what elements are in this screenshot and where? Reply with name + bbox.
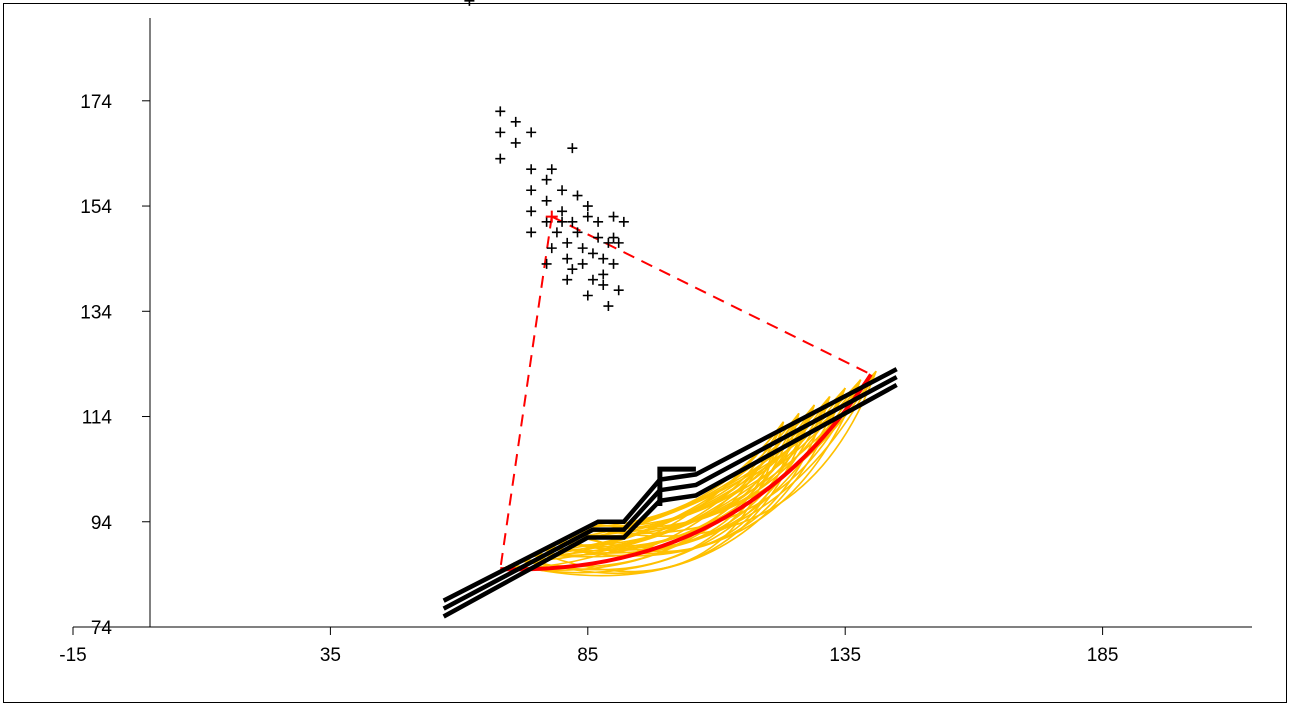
trial-center-point [593, 232, 604, 243]
x-tick-label: 135 [829, 645, 861, 666]
slope-surface-layer [442, 367, 898, 619]
trial-center-point [562, 253, 573, 264]
trial-center-point [598, 253, 609, 264]
trial-center-point [526, 227, 537, 238]
trial-center-point [577, 243, 588, 254]
trial-center-point [546, 243, 557, 254]
trial-center-point [526, 164, 537, 175]
trial-center-point [562, 274, 573, 285]
trial-center-point [598, 269, 609, 280]
trial-slip-surface [560, 404, 816, 551]
trial-center-point [572, 227, 583, 238]
trial-slip-surface [542, 404, 815, 551]
trial-center-point [582, 211, 593, 222]
chart-frame [3, 3, 1287, 703]
trial-slip-surface [555, 421, 785, 546]
trial-center-point [608, 232, 619, 243]
critical-radius-line [499, 216, 553, 570]
critical-center-point [545, 210, 558, 223]
y-tick-label: 114 [82, 408, 113, 429]
trial-center-point [587, 274, 598, 285]
x-tick-label: 85 [577, 645, 598, 666]
trial-slip-surface [508, 396, 831, 574]
trial-center-point [618, 216, 629, 227]
trial-slip-surface [547, 387, 846, 554]
trial-center-point [541, 258, 552, 269]
y-tick-label: 174 [80, 92, 112, 113]
trial-slip-surface [545, 396, 831, 552]
trial-slip-surface [550, 379, 862, 557]
trial-center-point [495, 153, 506, 164]
slope-surface-line [442, 382, 898, 619]
trial-center-point [526, 206, 537, 217]
trial-center-point [577, 258, 588, 269]
trial-center-point [582, 201, 593, 212]
centers-layer [464, 0, 872, 570]
retaining-wall [657, 466, 696, 506]
trial-center-point [608, 258, 619, 269]
trial-center-point [613, 285, 624, 296]
trial-center-point [613, 237, 624, 248]
trial-slip-surface [537, 421, 785, 573]
trial-slip-surface [576, 413, 800, 553]
trial-center-point [593, 216, 604, 227]
y-tick-label: 74 [91, 618, 113, 639]
y-tick-label: 154 [80, 197, 112, 218]
slope-surface-line [442, 367, 898, 603]
trial-center-point [464, 0, 475, 6]
x-tick-label: 35 [320, 645, 341, 666]
trial-center-point [557, 185, 568, 196]
trial-center-point [572, 190, 583, 201]
trial-slip-surface [523, 404, 816, 575]
trial-slip-surface [589, 370, 877, 537]
trial-center-point [551, 227, 562, 238]
axes-layer: -15 35 85 135 185 74 94 114 134 154 174 [59, 18, 1252, 666]
trial-center-point [557, 206, 568, 217]
trial-slip-surface [500, 421, 785, 570]
trial-center-point [608, 211, 619, 222]
trial-center-point [603, 301, 614, 312]
trial-slip-surface [563, 396, 831, 555]
trial-center-point [562, 237, 573, 248]
trial-center-point [526, 127, 537, 138]
y-tick-label: 134 [80, 302, 112, 323]
trial-center-point [541, 174, 552, 185]
trial-center-point [510, 137, 521, 148]
trial-center-point [495, 106, 506, 117]
trial-center-point [546, 164, 557, 175]
trial-center-point [495, 127, 506, 138]
x-tick-label: 185 [1087, 645, 1119, 666]
slope-surface-line [442, 375, 898, 611]
trial-center-point [541, 216, 552, 227]
trial-center-point [541, 195, 552, 206]
trial-center-point [598, 279, 609, 290]
trial-center-point [587, 248, 598, 259]
critical-slip-surface [500, 373, 873, 572]
x-tick-label: -15 [59, 645, 86, 666]
trial-center-point [582, 290, 593, 301]
trial-center-point [526, 185, 537, 196]
trial-center-point [567, 264, 578, 275]
trial-center-point [567, 216, 578, 227]
critical-radius-line [551, 215, 872, 376]
trial-center-point [603, 237, 614, 248]
trial-center-point [567, 143, 578, 154]
trial-center-point [510, 116, 521, 127]
trial-center-point [557, 216, 568, 227]
y-tick-label: 94 [91, 513, 113, 534]
